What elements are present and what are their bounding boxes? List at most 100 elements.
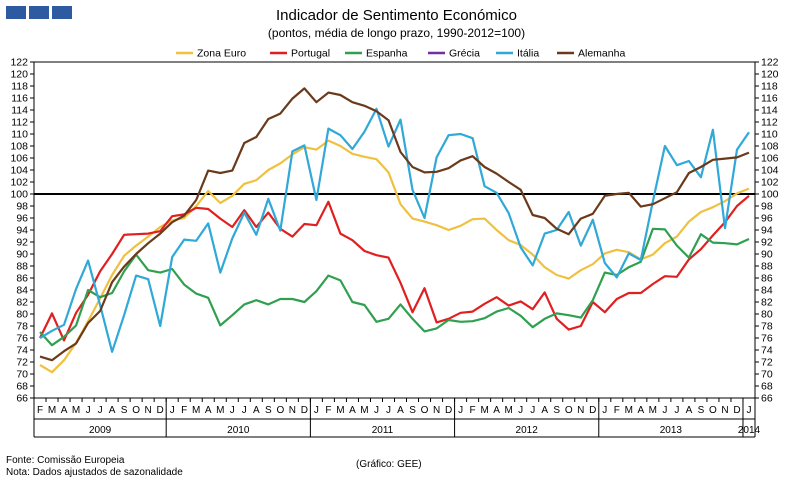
y-tick-label-right: 84 (761, 285, 773, 297)
y-tick-label-left: 78 (16, 321, 28, 333)
y-tick-label-right: 72 (761, 357, 773, 369)
y-tick-label-right: 98 (761, 201, 773, 213)
source-note: Fonte: Comissão Europeia (6, 455, 125, 466)
month-label: F (614, 405, 620, 416)
month-label: A (109, 405, 116, 416)
month-label: A (61, 405, 68, 416)
month-label: O (276, 405, 284, 416)
month-label: A (397, 405, 404, 416)
y-tick-label-right: 104 (761, 165, 779, 177)
year-label: 2013 (660, 425, 683, 436)
y-tick-label-right: 102 (761, 177, 779, 189)
month-label: A (349, 405, 356, 416)
adjustment-note: Nota: Dados ajustados de sazonalidade (6, 467, 183, 478)
y-tick-label-left: 108 (10, 141, 28, 153)
month-label: J (530, 405, 535, 416)
series-line-espanha (39, 227, 750, 347)
y-tick-label-right: 66 (761, 393, 773, 405)
y-tick-label-right: 80 (761, 309, 773, 321)
y-tick-label-right: 86 (761, 273, 773, 285)
month-label: J (674, 405, 679, 416)
chart-title: Indicador de Sentimento Económico (276, 7, 517, 24)
y-tick-label-right: 118 (761, 81, 778, 93)
month-label: D (157, 405, 164, 416)
y-tick-label-left: 92 (16, 237, 28, 249)
month-label: M (72, 405, 80, 416)
month-label: D (733, 405, 740, 416)
month-label: M (649, 405, 657, 416)
y-tick-label-left: 112 (11, 117, 28, 129)
month-label: D (589, 405, 596, 416)
month-label: S (121, 405, 128, 416)
month-label: A (253, 405, 260, 416)
month-label: J (374, 405, 379, 416)
month-label: A (686, 405, 693, 416)
month-label: M (336, 405, 344, 416)
logo-block-2 (29, 6, 49, 19)
y-tick-label-right: 90 (761, 249, 773, 261)
month-label: D (301, 405, 308, 416)
y-tick-label-right: 78 (761, 321, 773, 333)
month-label: A (493, 405, 500, 416)
y-tick-label-right: 70 (761, 369, 773, 381)
month-label: M (192, 405, 200, 416)
y-tick-label-right: 114 (761, 105, 778, 117)
y-tick-label-right: 100 (761, 189, 779, 201)
y-tick-label-left: 102 (10, 177, 28, 189)
legend-label: Itália (517, 48, 539, 60)
month-label: O (565, 405, 573, 416)
y-tick-label-right: 68 (761, 381, 773, 393)
y-tick-label-left: 98 (16, 201, 28, 213)
chart-credit: (Gráfico: GEE) (356, 459, 422, 470)
month-label: J (662, 405, 667, 416)
y-tick-label-left: 116 (11, 93, 28, 105)
month-label: J (386, 405, 391, 416)
y-tick-label-right: 120 (761, 69, 779, 81)
y-tick-label-left: 72 (16, 357, 28, 369)
month-label: F (37, 405, 43, 416)
month-label: N (289, 405, 296, 416)
y-tick-label-right: 96 (761, 213, 773, 225)
month-label: S (698, 405, 705, 416)
month-label: J (242, 405, 247, 416)
month-label: J (746, 405, 751, 416)
year-label: 2010 (227, 425, 250, 436)
month-label: M (504, 405, 512, 416)
y-tick-label-right: 112 (761, 117, 778, 129)
month-label: M (216, 405, 224, 416)
series-line-alemanha (39, 87, 750, 362)
y-tick-label-right: 76 (761, 333, 773, 345)
legend-label: Portugal (291, 48, 330, 60)
y-tick-label-left: 122 (10, 57, 28, 69)
month-label: N (721, 405, 728, 416)
month-label: S (409, 405, 416, 416)
legend-label: Grécia (449, 48, 480, 60)
month-label: O (132, 405, 140, 416)
y-tick-label-right: 110 (761, 129, 778, 141)
month-label: F (325, 405, 331, 416)
month-label: N (577, 405, 584, 416)
y-tick-label-left: 82 (16, 297, 28, 309)
y-tick-label-left: 120 (10, 69, 28, 81)
y-tick-label-right: 74 (761, 345, 773, 357)
month-label: N (433, 405, 440, 416)
y-tick-label-left: 66 (16, 393, 28, 405)
y-tick-label-right: 122 (761, 57, 779, 69)
legend-label: Alemanha (578, 48, 625, 60)
y-tick-label-right: 106 (761, 153, 779, 165)
month-label: M (480, 405, 488, 416)
y-tick-label-left: 104 (10, 165, 28, 177)
logo-block-1 (6, 6, 26, 19)
series-line-portugal (39, 194, 750, 342)
logo-block-3 (52, 6, 72, 19)
month-label: A (541, 405, 548, 416)
month-label: J (230, 405, 235, 416)
y-tick-label-right: 82 (761, 297, 773, 309)
y-tick-label-left: 110 (11, 129, 28, 141)
month-label: J (458, 405, 463, 416)
y-tick-label-left: 96 (16, 213, 28, 225)
month-label: J (314, 405, 319, 416)
month-label: A (638, 405, 645, 416)
month-label: A (205, 405, 212, 416)
month-label: F (181, 405, 187, 416)
